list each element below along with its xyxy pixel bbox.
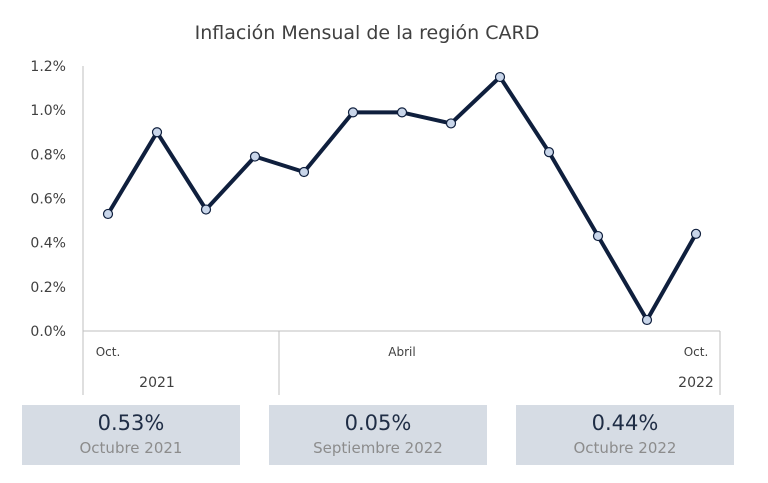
- data-point: [641, 314, 653, 326]
- x-axis: Oct. Abril Oct. 2021 2022: [82, 330, 721, 395]
- x-label-start: Oct.: [96, 345, 121, 359]
- data-point: [543, 147, 555, 158]
- data-point: [200, 204, 212, 215]
- y-tick-label: 0.6%: [30, 192, 66, 208]
- year-label-2022: 2022: [678, 375, 714, 391]
- chart: Inflación Mensual de la región CARD 0.0%…: [30, 22, 721, 395]
- y-axis: 0.0% 0.2% 0.4% 0.6% 0.8% 1.0% 1.2%: [30, 59, 84, 340]
- stat-box-sep-2022: 0.05% Septiembre 2022: [269, 405, 487, 465]
- stat-label: Octubre 2021: [79, 439, 183, 457]
- data-point: [249, 151, 261, 162]
- plot-area: [102, 71, 702, 326]
- stat-label: Septiembre 2022: [313, 439, 443, 457]
- chart-title: Inflación Mensual de la región CARD: [195, 22, 540, 44]
- stat-value: 0.53%: [97, 411, 165, 435]
- data-point: [151, 127, 163, 138]
- year-label-2021: 2021: [139, 375, 175, 391]
- y-tick-label: 0.8%: [30, 147, 66, 163]
- data-point: [298, 166, 310, 178]
- data-point: [592, 230, 604, 242]
- y-tick-label: 1.0%: [30, 103, 66, 119]
- x-label-middle: Abril: [388, 345, 415, 359]
- stat-box-oct-2021: 0.53% Octubre 2021: [22, 405, 240, 465]
- x-label-end: Oct.: [684, 345, 709, 359]
- y-tick-label: 1.2%: [30, 59, 66, 75]
- data-point: [102, 208, 114, 220]
- data-point: [494, 71, 506, 83]
- y-tick-label: 0.4%: [30, 236, 66, 252]
- y-tick-label: 0.2%: [30, 280, 66, 296]
- stat-value: 0.44%: [591, 411, 659, 435]
- y-tick-label: 0.0%: [30, 324, 66, 340]
- data-point: [445, 118, 457, 129]
- stat-label: Octubre 2022: [573, 439, 677, 457]
- stat-value: 0.05%: [344, 411, 412, 435]
- stat-box-oct-2022: 0.44% Octubre 2022: [516, 405, 734, 465]
- data-point: [396, 107, 408, 118]
- data-point: [690, 228, 702, 239]
- data-point: [347, 107, 359, 118]
